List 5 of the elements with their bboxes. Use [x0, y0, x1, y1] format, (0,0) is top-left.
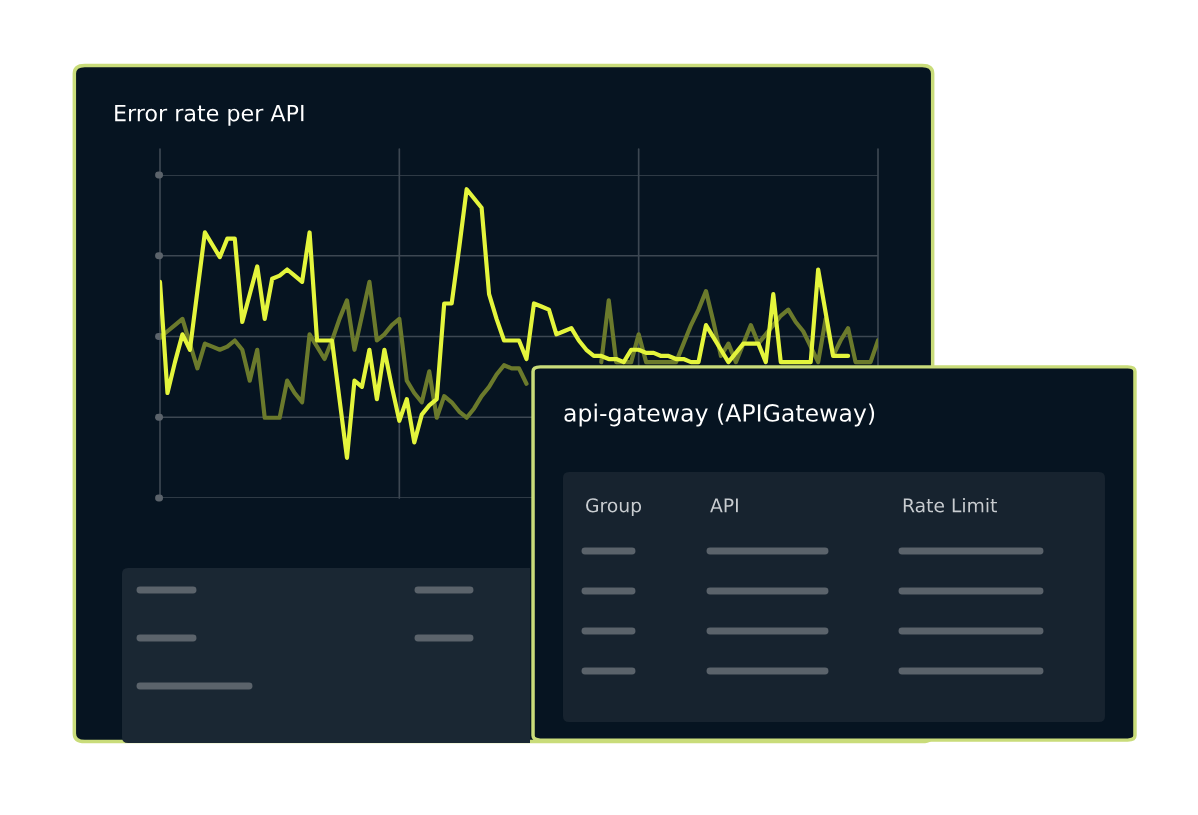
text: Rate Limit [903, 497, 997, 513]
text: API [710, 498, 738, 513]
text: Group [586, 498, 642, 517]
chart-title: Error rate per API [115, 104, 304, 126]
text: api-gateway (APIGateway) [564, 403, 875, 427]
